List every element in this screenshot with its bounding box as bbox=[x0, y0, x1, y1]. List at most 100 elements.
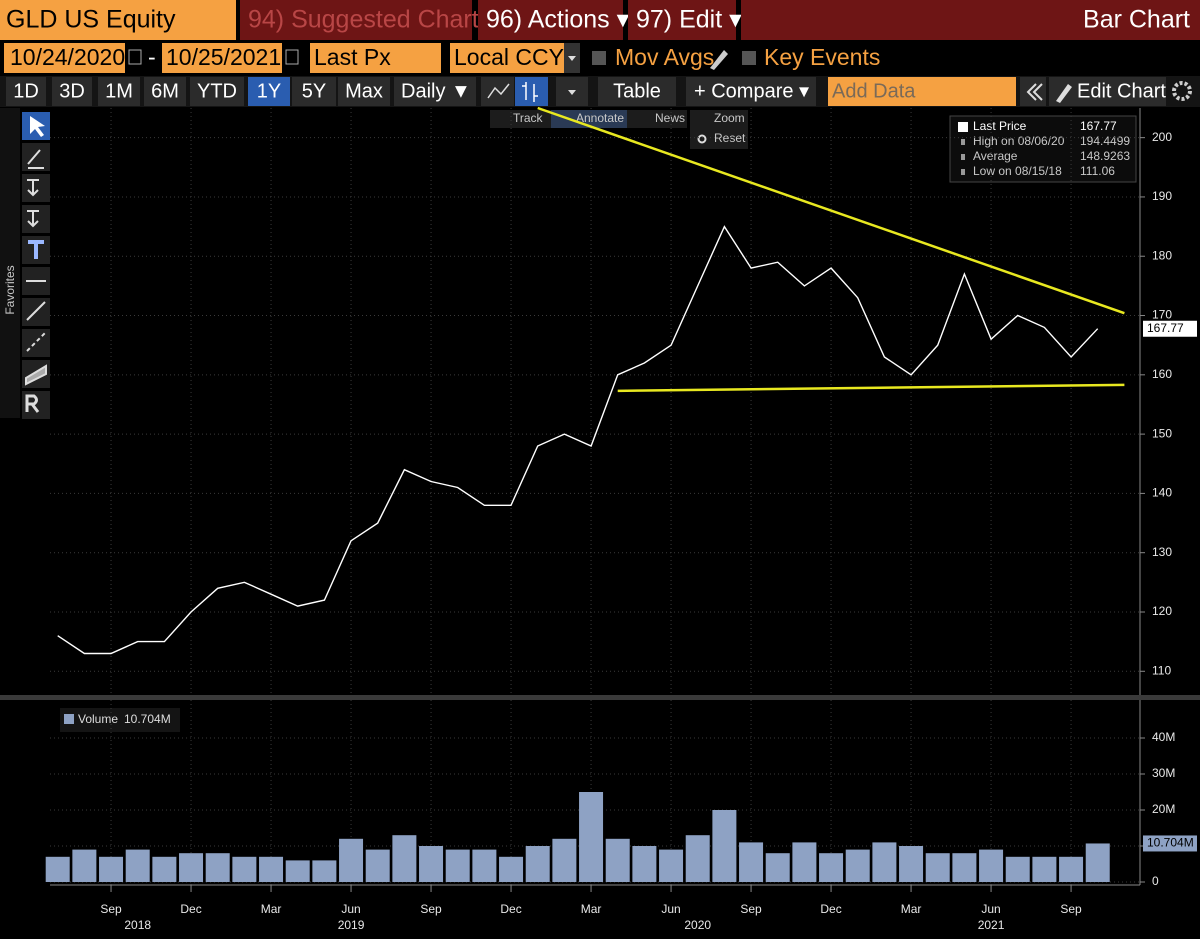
menu-box[interactable] bbox=[478, 0, 623, 40]
menu-box[interactable] bbox=[628, 0, 736, 40]
stats-marker bbox=[961, 139, 965, 145]
tool[interactable]: Reset bbox=[714, 131, 746, 145]
mov-avgs: Mov Avgs bbox=[615, 44, 714, 70]
range-button[interactable] bbox=[292, 77, 336, 106]
volume-bar bbox=[792, 842, 817, 882]
volume-bar bbox=[312, 860, 337, 882]
date-dash: - bbox=[148, 44, 156, 70]
y-tick-label: 120 bbox=[1152, 604, 1172, 618]
bar-icon bbox=[522, 82, 538, 102]
range-buttons: 1D 3D 1M 6M YTD 1Y 5Y Max bbox=[6, 77, 390, 106]
legend-swatch bbox=[64, 714, 74, 724]
y-tick-label: 160 bbox=[1152, 367, 1172, 381]
volume-bar bbox=[205, 853, 230, 882]
ray-icon bbox=[26, 332, 46, 352]
range-button[interactable] bbox=[98, 77, 140, 106]
panel-separator bbox=[0, 695, 1200, 700]
pencil-icon[interactable] bbox=[710, 50, 728, 70]
end-date: 10/25/2021 bbox=[166, 44, 281, 70]
channel-icon bbox=[25, 364, 47, 386]
volume-bar bbox=[845, 849, 870, 882]
dropdown-arrow bbox=[568, 56, 576, 61]
frequency: Daily ▼ bbox=[401, 80, 471, 102]
range-label: Max bbox=[345, 80, 383, 102]
y-tick-label: 170 bbox=[1152, 308, 1172, 322]
stats-label: Average bbox=[973, 149, 1018, 163]
range-button[interactable] bbox=[144, 77, 186, 106]
x-tick-label: Mar bbox=[901, 902, 922, 916]
stats-box bbox=[949, 115, 1137, 183]
range-button[interactable] bbox=[338, 77, 390, 106]
volume-bar bbox=[152, 856, 177, 882]
x-tick-label: Sep bbox=[740, 902, 762, 916]
tool[interactable]: Annotate bbox=[576, 111, 624, 125]
ticker: GLD US Equity bbox=[6, 6, 176, 34]
date-field[interactable] bbox=[4, 43, 125, 73]
volume-bar bbox=[72, 849, 97, 882]
legend-name: Volume bbox=[78, 712, 118, 726]
volume-bar bbox=[1032, 856, 1057, 882]
start-date: 10/24/2020 bbox=[10, 44, 125, 70]
button[interactable] bbox=[394, 77, 476, 106]
x-tick-label: Mar bbox=[261, 902, 282, 916]
last-volume-tag bbox=[1143, 835, 1197, 852]
y-tick-label: 180 bbox=[1152, 248, 1172, 262]
calendar-icon[interactable] bbox=[285, 49, 299, 65]
collapse-icon bbox=[1026, 83, 1043, 101]
tool[interactable]: News bbox=[655, 111, 685, 125]
checkbox[interactable] bbox=[592, 51, 606, 65]
add-data-field[interactable] bbox=[828, 77, 1016, 106]
tool[interactable]: Zoom bbox=[714, 111, 745, 125]
trend-line bbox=[617, 383, 1125, 393]
dollar-icon bbox=[27, 210, 39, 228]
tool-button[interactable] bbox=[22, 174, 50, 202]
currency-box[interactable] bbox=[450, 43, 564, 73]
range-label: 1D bbox=[13, 80, 39, 102]
volume-bar bbox=[499, 856, 524, 882]
currency: Local CCY bbox=[454, 44, 564, 70]
y-tick-label: 200 bbox=[1152, 130, 1172, 144]
button[interactable] bbox=[686, 77, 816, 106]
tool-button[interactable] bbox=[22, 329, 50, 357]
range-button[interactable] bbox=[190, 77, 244, 106]
sidebar bbox=[0, 108, 20, 418]
x-year-label: 2019 bbox=[338, 918, 365, 932]
pct-icon bbox=[27, 179, 39, 197]
gear-icon[interactable] bbox=[1172, 81, 1192, 101]
chart-kind: Bar Chart bbox=[1083, 6, 1190, 34]
range-button[interactable] bbox=[52, 77, 92, 106]
y-tick-label: 150 bbox=[1152, 426, 1172, 440]
compare-button: + Compare ▾ bbox=[694, 80, 809, 102]
range-label: 6M bbox=[151, 80, 179, 102]
range-button[interactable] bbox=[248, 77, 290, 106]
range-button[interactable] bbox=[6, 77, 46, 106]
menu-box[interactable] bbox=[240, 0, 472, 40]
range-label: 5Y bbox=[302, 80, 326, 102]
volume-bar bbox=[392, 835, 417, 882]
checkbox[interactable] bbox=[742, 51, 756, 65]
stats-value: 194.4499 bbox=[1080, 134, 1130, 148]
ticker-box[interactable] bbox=[0, 0, 236, 40]
bar-type-button[interactable] bbox=[515, 77, 548, 106]
menu: 97) Edit ▾ bbox=[636, 6, 742, 34]
button[interactable] bbox=[598, 77, 676, 106]
volume-bar bbox=[632, 846, 657, 882]
stats-value: 148.9263 bbox=[1080, 149, 1130, 163]
range-label: YTD bbox=[197, 80, 237, 102]
collapse-button[interactable] bbox=[1020, 77, 1046, 106]
key-events: Key Events bbox=[764, 44, 880, 70]
volume-bar bbox=[712, 810, 737, 882]
trend-line bbox=[537, 106, 1125, 315]
tool-button[interactable] bbox=[22, 205, 50, 233]
field-box[interactable] bbox=[310, 43, 441, 73]
calendar-icon[interactable] bbox=[128, 49, 142, 65]
tool[interactable]: Track bbox=[513, 111, 544, 125]
volume-bar bbox=[579, 792, 604, 882]
volume-bar bbox=[819, 853, 844, 882]
date-field[interactable] bbox=[162, 43, 282, 73]
field: Last Px bbox=[314, 44, 391, 70]
table-button: Table bbox=[613, 80, 661, 102]
volume-bar bbox=[739, 842, 764, 882]
tool-button[interactable] bbox=[22, 143, 50, 171]
price-line bbox=[57, 225, 1099, 655]
